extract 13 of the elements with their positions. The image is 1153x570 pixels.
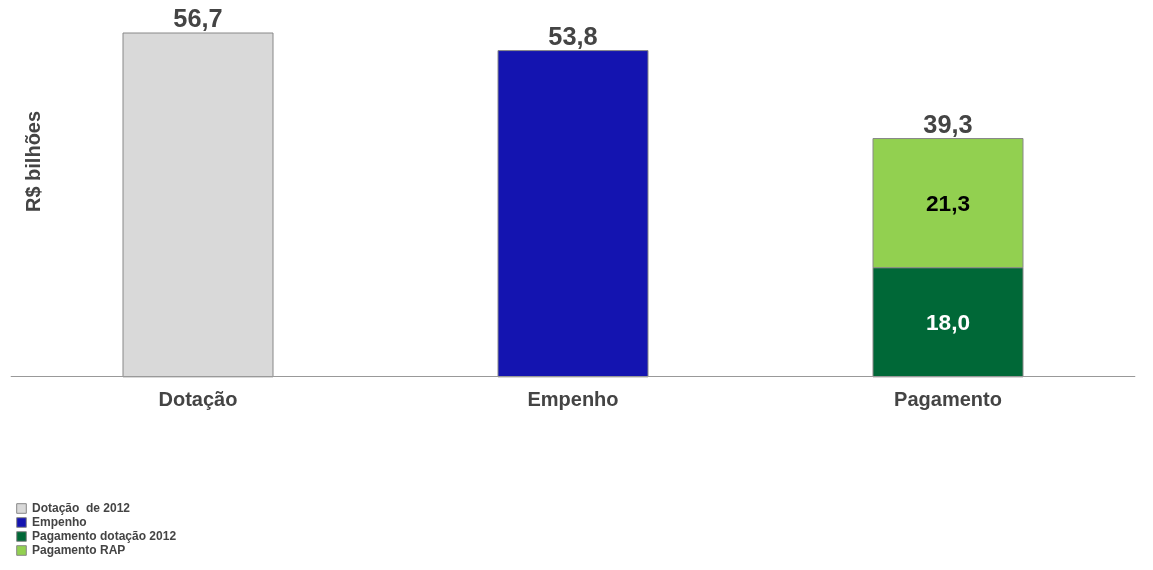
x-tick-label: Empenho — [527, 387, 619, 410]
y-axis-title: R$ bilhões — [22, 110, 44, 213]
legend-label: Pagamento dotação 2012 — [32, 529, 177, 543]
x-tick-label: Pagamento — [894, 387, 1002, 410]
legend-label: Empenho — [32, 515, 87, 529]
legend-label: Pagamento RAP — [32, 543, 126, 557]
data-label: 18,0 — [925, 308, 971, 335]
x-tick-label: Dotação — [158, 387, 238, 410]
data-label: 21,3 — [925, 189, 971, 216]
total-label: 39,3 — [923, 109, 973, 138]
total-label: 56,7 — [173, 4, 223, 33]
legend-label: Dotação de 2012 — [32, 501, 131, 515]
total-label: 53,8 — [548, 21, 598, 50]
